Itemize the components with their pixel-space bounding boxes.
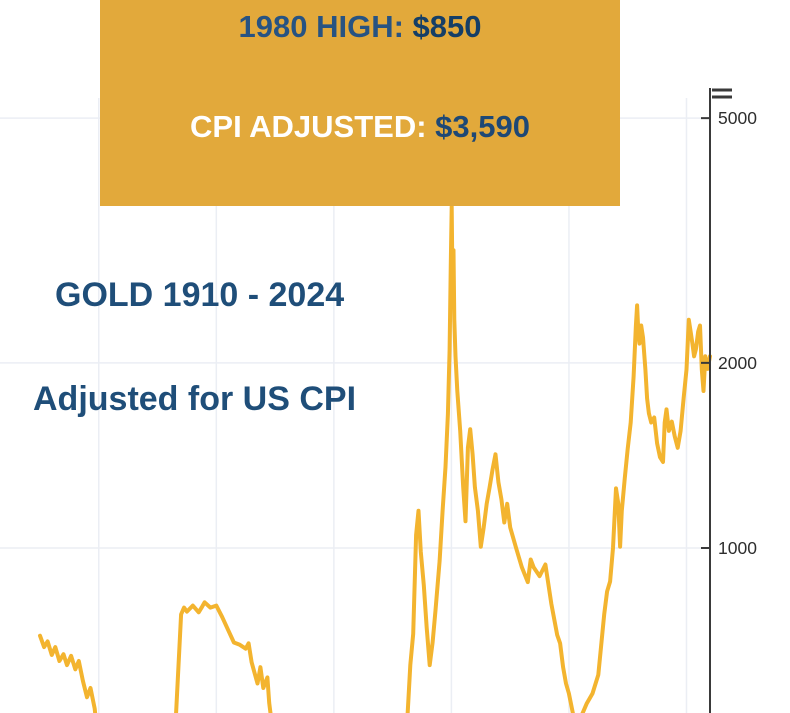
annotation-cpi-adjusted-label: CPI ADJUSTED: <box>190 109 436 144</box>
y-axis-tick-label: 5000 <box>718 108 757 128</box>
annotation-cpi-adjusted: CPI ADJUSTED: $3,590 <box>100 109 620 145</box>
chart-title: GOLD 1910 - 2024 <box>55 276 345 314</box>
y-axis-tick-label: 1000 <box>718 538 757 558</box>
annotation-1980-high-value: $850 <box>412 9 482 44</box>
annotation-1980-high: 1980 HIGH: $850 <box>100 9 620 45</box>
y-axis-tick-label: 2000 <box>718 353 757 373</box>
annotation-1980-high-label: 1980 HIGH: <box>238 9 413 44</box>
gold-price-series-line <box>38 204 712 713</box>
annotation-cpi-adjusted-value: $3,590 <box>435 109 530 144</box>
highlight-annotation-box: 1980 HIGH: $850 CPI ADJUSTED: $3,590 <box>100 0 620 206</box>
chart-subtitle: Adjusted for US CPI <box>33 380 357 418</box>
